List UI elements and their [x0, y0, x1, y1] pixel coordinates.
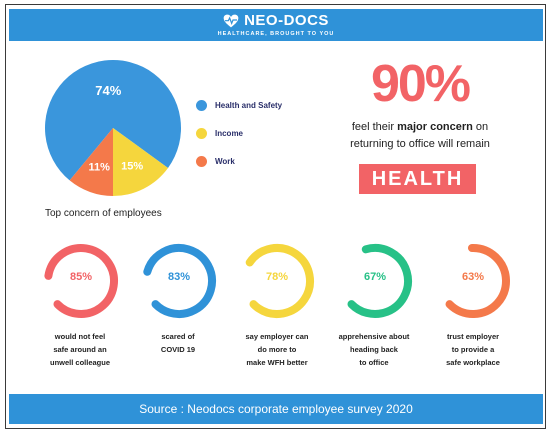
legend-item-work: Work	[196, 156, 235, 167]
donut-caption: say employer can do more to make WFH bette…	[231, 330, 323, 369]
tagline: HEALTHCARE, BROUGHT TO YOU	[217, 31, 335, 37]
donut-caption-line: trust employer	[446, 332, 500, 341]
donut-caption-line: to office	[359, 358, 389, 367]
donut-arc	[44, 244, 118, 318]
donut-value-label: 78%	[265, 271, 289, 283]
donut-caption-line: COVID 19	[160, 345, 196, 354]
donut-ring	[436, 244, 510, 318]
brand-name: NEO-DOCS	[244, 12, 329, 29]
donut-caption-line: unwell colleague	[49, 358, 110, 367]
footer-source: Source : Neodocs corporate employee surv…	[9, 394, 543, 424]
donut-caption: would not feel safe around an unwell colle…	[34, 330, 126, 369]
pie-value-label: 15%	[121, 161, 143, 173]
legend-label: Health and Safety	[215, 101, 283, 110]
donut-caption: trust employer to provide a safe workplace	[427, 330, 519, 369]
donut-arc	[142, 244, 216, 318]
donut-ring	[142, 244, 216, 318]
donut-stat: 78%	[237, 243, 317, 319]
donut-arc	[436, 244, 510, 318]
donut-stat: 63%	[433, 243, 513, 319]
donut-caption-line: scared of	[161, 332, 195, 341]
brand: NEO-DOCS	[9, 12, 543, 29]
donut-caption-line: make WFH better	[246, 358, 308, 367]
headline-bold: major concern	[397, 121, 473, 133]
donut-ring	[338, 244, 412, 318]
donut-value-label: 67%	[363, 271, 387, 283]
pie-value-label: 11%	[88, 161, 110, 173]
donut-caption-line: do more to	[257, 345, 297, 354]
donut-value-label: 83%	[167, 271, 191, 283]
donut-stat: 85%	[41, 243, 121, 319]
heart-pulse-icon	[223, 14, 239, 27]
header-banner: NEO-DOCS HEALTHCARE, BROUGHT TO YOU	[9, 9, 543, 41]
headline-post: on	[472, 121, 489, 133]
donut-value-label: 85%	[69, 271, 93, 283]
donut-ring	[240, 244, 314, 318]
donut-ring	[44, 244, 118, 318]
donut-caption-line: safe around an	[53, 345, 107, 354]
donut-caption-line: would not feel	[54, 332, 106, 341]
headline-line2: returning to office will remain	[350, 138, 490, 150]
headline-text: feel their major concern on returning to…	[322, 119, 518, 153]
donut-arc	[240, 244, 314, 318]
legend-swatch	[196, 100, 207, 111]
donut-caption-line: safe workplace	[446, 358, 500, 367]
donut-stat: 83%	[139, 243, 219, 319]
legend-swatch	[196, 156, 207, 167]
pie-slice-health-and-safety	[44, 59, 181, 181]
donut-value-label: 63%	[461, 271, 485, 283]
pie-slice-work	[69, 128, 113, 196]
pie-value-label: 74%	[95, 83, 121, 98]
pie-caption: Top concern of employees	[45, 208, 162, 219]
pie-slice-income	[113, 128, 169, 196]
donut-caption-line: to provide a	[451, 345, 495, 354]
donut-caption: apprehensive about heading back to office	[328, 330, 420, 369]
donut-caption-line: say employer can	[245, 332, 309, 341]
legend-item-income: Income	[196, 128, 243, 139]
legend-label: Work	[215, 157, 235, 166]
donut-stat: 67%	[335, 243, 415, 319]
legend-item-health-safety: Health and Safety	[196, 100, 282, 111]
donut-caption: scared of COVID 19	[132, 330, 224, 356]
donut-arc	[338, 244, 412, 318]
pie-chart: 74% 15% 11%	[44, 59, 181, 196]
headline-percent: 90%	[370, 55, 471, 113]
headline-pre: feel their	[351, 121, 398, 133]
legend-swatch	[196, 128, 207, 139]
legend-label: Income	[215, 129, 244, 138]
donut-caption-line: apprehensive about	[338, 332, 410, 341]
health-highlight: HEALTH	[359, 164, 476, 194]
donut-caption-line: heading back	[350, 345, 398, 354]
